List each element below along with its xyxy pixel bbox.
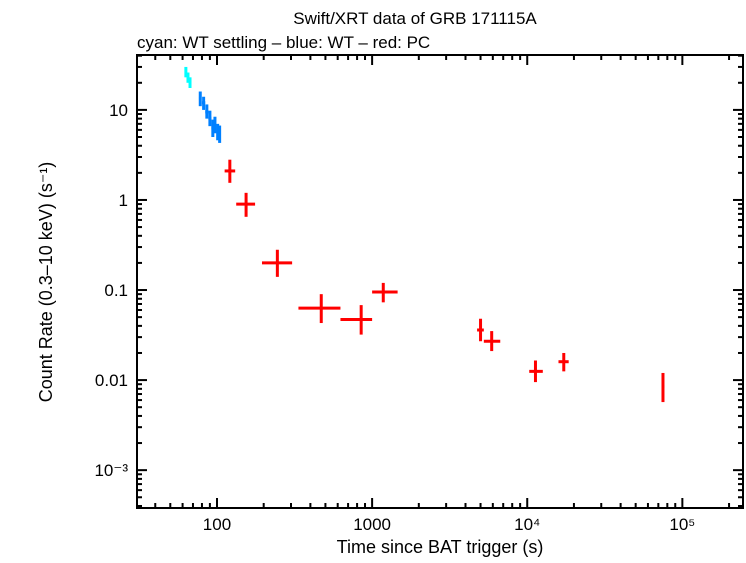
y-tick-label: 10 [109, 101, 128, 120]
chart-title: Swift/XRT data of GRB 171115A [293, 9, 537, 28]
data-point [558, 352, 569, 372]
x-tick-label: 10⁵ [669, 515, 695, 534]
data-point [208, 110, 212, 127]
x-tick-label: 10⁴ [514, 515, 540, 534]
data-point [218, 125, 222, 143]
data-point [201, 96, 206, 110]
plot-frame [136, 54, 744, 509]
data-point [340, 305, 373, 335]
data-point [198, 91, 202, 107]
data-point [483, 331, 501, 352]
y-tick-label: 1 [119, 191, 128, 210]
y-tick-label: 0.1 [104, 281, 128, 300]
chart-subtitle: cyan: WT settling – blue: WT – red: PC [137, 33, 430, 52]
x-tick-label: 100 [203, 515, 231, 534]
data-point [261, 249, 293, 277]
data-point [529, 360, 543, 383]
data-point [661, 372, 665, 403]
y-tick-label: 10⁻³ [94, 461, 128, 480]
data-point [224, 159, 236, 183]
y-tick-label: 0.01 [95, 371, 128, 390]
data-point [236, 192, 256, 217]
data-point [372, 282, 398, 303]
data-point [188, 77, 192, 89]
y-axis-label: Count Rate (0.3–10 keV) (s⁻¹) [36, 162, 56, 403]
data-point [205, 104, 209, 119]
x-tick-label: 1000 [353, 515, 391, 534]
data-point [298, 294, 341, 324]
data-point [477, 318, 484, 342]
data-point [213, 116, 217, 134]
x-axis-label: Time since BAT trigger (s) [337, 537, 544, 557]
